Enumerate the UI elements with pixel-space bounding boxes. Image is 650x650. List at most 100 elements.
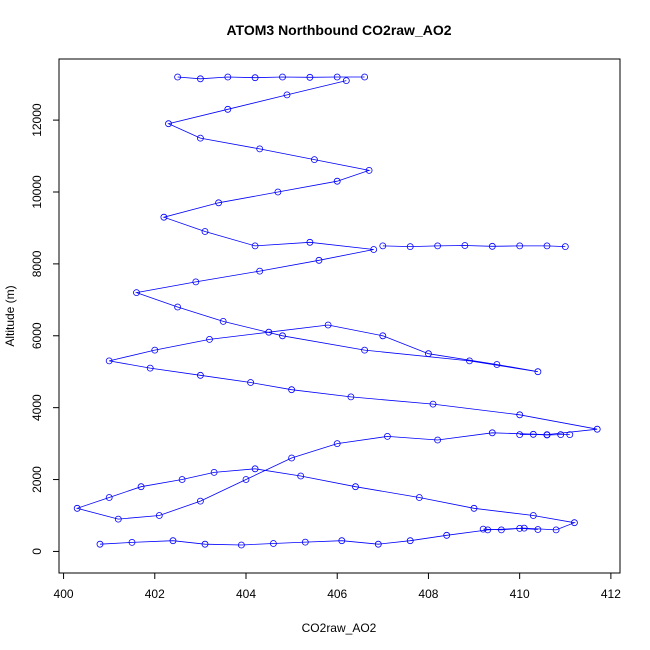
data-point	[297, 472, 305, 480]
data-point	[215, 199, 223, 207]
series-line	[177, 76, 365, 80]
data-point	[365, 166, 373, 174]
data-point	[274, 188, 282, 196]
data-point	[310, 156, 318, 164]
data-point	[174, 303, 182, 311]
y-tick-label: 2000	[30, 466, 44, 493]
data-point	[251, 74, 259, 82]
data-point	[333, 177, 341, 185]
data-point	[196, 134, 204, 142]
data-point	[301, 538, 309, 546]
data-point	[251, 465, 259, 473]
data-point	[165, 120, 172, 128]
data-point	[497, 526, 505, 534]
data-point	[169, 537, 177, 545]
x-tick-label: 402	[145, 587, 165, 601]
data-point	[470, 504, 478, 512]
data-point	[516, 525, 524, 532]
data-point	[552, 526, 560, 534]
data-point	[151, 346, 159, 354]
data-point	[370, 246, 378, 253]
data-point	[265, 328, 273, 336]
data-point	[269, 540, 277, 547]
data-point	[306, 73, 314, 81]
data-point	[379, 332, 387, 340]
data-point	[561, 243, 569, 251]
data-point	[288, 454, 296, 462]
data-point	[516, 431, 524, 439]
series-line	[483, 527, 538, 531]
x-tick-label: 404	[236, 587, 256, 601]
data-point	[466, 357, 473, 365]
data-point	[529, 512, 537, 519]
data-point	[488, 242, 496, 250]
y-tick-label: 6000	[30, 322, 44, 349]
data-point	[242, 476, 250, 483]
data-point	[256, 267, 264, 275]
data-point	[434, 242, 442, 250]
data-point	[247, 379, 255, 386]
data-point	[279, 73, 286, 81]
data-point	[201, 228, 209, 235]
data-point	[571, 519, 578, 527]
data-point	[196, 371, 204, 379]
data-point	[210, 468, 218, 476]
data-point	[155, 512, 163, 519]
data-point	[160, 213, 168, 221]
data-point	[493, 361, 501, 368]
y-tick-label: 8000	[30, 250, 44, 277]
data-point	[543, 242, 551, 250]
data-point	[206, 335, 213, 343]
data-point	[479, 525, 487, 533]
data-point	[415, 494, 423, 501]
y-tick-label: 0	[30, 548, 44, 555]
data-point	[361, 73, 369, 81]
data-point	[196, 75, 204, 83]
data-point	[279, 332, 286, 340]
data-point	[324, 321, 332, 329]
data-point	[224, 73, 232, 81]
y-tick-label: 4000	[30, 394, 44, 421]
data-point	[557, 431, 565, 439]
y-tick-label: 10000	[30, 175, 44, 209]
data-point	[174, 73, 182, 81]
data-point	[128, 539, 136, 546]
x-tick-label: 410	[510, 587, 530, 601]
y-axis-label: Altitude (m)	[3, 285, 17, 346]
data-point	[283, 91, 291, 99]
data-point	[529, 430, 537, 438]
data-point	[219, 317, 227, 325]
data-point	[192, 278, 200, 286]
data-point	[534, 368, 542, 376]
data-point	[237, 541, 245, 549]
data-point	[201, 540, 209, 548]
data-point	[347, 393, 355, 401]
data-point	[114, 515, 122, 523]
series-4	[479, 525, 542, 534]
data-point	[251, 242, 259, 250]
data-point	[406, 243, 414, 251]
data-point	[352, 483, 359, 491]
data-point	[429, 400, 437, 408]
series-line	[75, 80, 598, 546]
data-point	[315, 256, 323, 264]
data-point	[434, 436, 442, 444]
chart-title: ATOM3 Northbound CO2raw_AO2	[226, 22, 451, 38]
y-axis: 0 2000 4000 6000 8000 10000 12000	[30, 103, 60, 555]
data-point	[256, 145, 264, 153]
x-tick-label: 400	[54, 587, 74, 601]
data-point	[105, 494, 113, 501]
data-point	[566, 431, 574, 439]
data-point	[534, 526, 542, 533]
x-tick-label: 408	[418, 587, 438, 601]
data-point	[593, 425, 601, 433]
data-point	[105, 357, 113, 365]
data-point	[288, 386, 296, 394]
x-axis: 400 402 404 406 408 410 412	[54, 572, 621, 601]
x-axis-label: CO2raw_AO2	[302, 621, 377, 635]
data-point	[374, 540, 382, 548]
series-2	[379, 242, 569, 251]
data-point	[133, 289, 140, 297]
